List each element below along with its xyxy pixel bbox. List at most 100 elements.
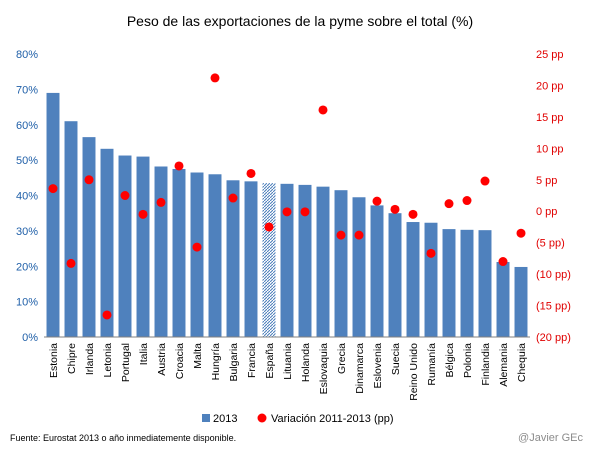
- source-note: Fuente: Eurostat 2013 o año inmediatemen…: [10, 433, 237, 443]
- category-label: Eslovaquia: [318, 343, 330, 395]
- category-label: Croacia: [174, 343, 186, 379]
- right-tick-label: 15 pp: [536, 112, 564, 124]
- scatter-point: [498, 257, 508, 267]
- bar: [370, 205, 384, 337]
- legend-point-swatch: [257, 413, 267, 423]
- scatter-point: [354, 230, 364, 240]
- left-tick-label: 50%: [16, 155, 38, 167]
- bar: [334, 190, 348, 337]
- left-tick-label: 0%: [22, 332, 38, 344]
- left-tick-label: 30%: [16, 226, 38, 238]
- scatter-point: [390, 204, 400, 214]
- bar: [46, 92, 60, 337]
- scatter-point: [336, 230, 346, 240]
- category-label: Polonia: [462, 343, 474, 378]
- bar: [316, 186, 330, 337]
- right-tick-label: 0 pp: [536, 206, 557, 218]
- left-tick-label: 20%: [16, 261, 38, 273]
- bar: [424, 222, 438, 337]
- category-label: Alemania: [498, 343, 510, 387]
- bar: [244, 181, 258, 337]
- category-label: Hungría: [210, 343, 222, 381]
- legend-point-label: Variación 2011-2013 (pp): [271, 413, 394, 425]
- scatter-point: [408, 209, 418, 219]
- left-tick-label: 10%: [16, 297, 38, 309]
- bar: [388, 213, 402, 337]
- bar: [136, 156, 150, 337]
- bar: [442, 229, 456, 337]
- scatter-point: [516, 228, 526, 238]
- chart-title: Peso de las exportaciones de la pyme sob…: [127, 13, 473, 29]
- scatter-point: [480, 176, 490, 186]
- category-label: Chipre: [66, 343, 78, 374]
- bar: [226, 180, 240, 337]
- right-tick-label: 5 pp: [536, 175, 557, 187]
- bar: [298, 184, 312, 337]
- category-label: Holanda: [300, 343, 312, 382]
- scatter-point: [246, 168, 256, 178]
- scatter-point: [66, 258, 76, 268]
- bar: [190, 172, 204, 337]
- category-label: Reino Unido: [408, 343, 420, 401]
- category-label: Bulgaria: [228, 343, 240, 382]
- bar: [478, 230, 492, 337]
- scatter-point: [444, 199, 454, 209]
- bar: [100, 148, 114, 337]
- bar: [460, 229, 474, 337]
- category-label: Chequia: [516, 343, 528, 382]
- scatter-point: [462, 196, 472, 206]
- scatter-point: [192, 242, 202, 252]
- category-label: Bélgica: [444, 343, 456, 378]
- scatter-point: [138, 209, 148, 219]
- category-label: Malta: [192, 343, 204, 369]
- category-label: Eslovenia: [372, 343, 384, 389]
- category-label: Portugal: [120, 343, 132, 382]
- right-tick-label: (5 pp): [536, 238, 565, 250]
- scatter-point: [84, 175, 94, 185]
- bar: [352, 197, 366, 337]
- scatter-point: [372, 196, 382, 206]
- right-tick-label: 20 pp: [536, 80, 564, 92]
- scatter-point: [282, 207, 292, 217]
- bar: [262, 183, 276, 337]
- scatter-point: [174, 161, 184, 171]
- bar: [82, 137, 96, 337]
- right-tick-label: (10 pp): [536, 269, 571, 281]
- bar-series: [46, 92, 528, 338]
- bar: [118, 155, 132, 337]
- scatter-point: [264, 222, 274, 232]
- author-credit: @Javier GEc: [518, 432, 583, 444]
- legend-bar-swatch: [202, 414, 210, 422]
- right-tick-label: (15 pp): [536, 301, 571, 313]
- scatter-point: [48, 184, 58, 194]
- bar: [208, 174, 222, 337]
- scatter-point: [228, 193, 238, 203]
- scatter-point: [210, 73, 220, 83]
- x-axis: Estonia Chipre Irlanda Letonia Portugal Itali…: [48, 343, 528, 401]
- legend-bar-label: 2013: [213, 413, 237, 425]
- category-label: Italia: [138, 343, 150, 365]
- bar: [406, 222, 420, 337]
- category-label: Austria: [156, 343, 168, 376]
- category-label: Dinamarca: [354, 343, 366, 394]
- right-axis: (20 pp) (15 pp) (10 pp) (5 pp) 0 pp 5 pp 10 pp…: [536, 49, 571, 344]
- left-tick-label: 80%: [16, 49, 38, 61]
- bar: [64, 121, 78, 338]
- category-label: Estonia: [48, 343, 60, 378]
- category-label: Rumanía: [426, 343, 438, 386]
- bar: [172, 168, 186, 337]
- bar: [280, 183, 294, 337]
- bar: [154, 166, 168, 337]
- scatter-series: [48, 73, 526, 320]
- category-label: Suecia: [390, 343, 402, 375]
- scatter-point: [102, 310, 112, 320]
- category-label: España: [264, 343, 276, 379]
- scatter-point: [156, 197, 166, 207]
- right-tick-label: 25 pp: [536, 49, 564, 61]
- bar: [496, 262, 510, 337]
- category-label: Francia: [246, 343, 258, 378]
- category-label: Letonia: [102, 343, 114, 378]
- right-tick-label: 10 pp: [536, 143, 564, 155]
- scatter-point: [426, 248, 436, 258]
